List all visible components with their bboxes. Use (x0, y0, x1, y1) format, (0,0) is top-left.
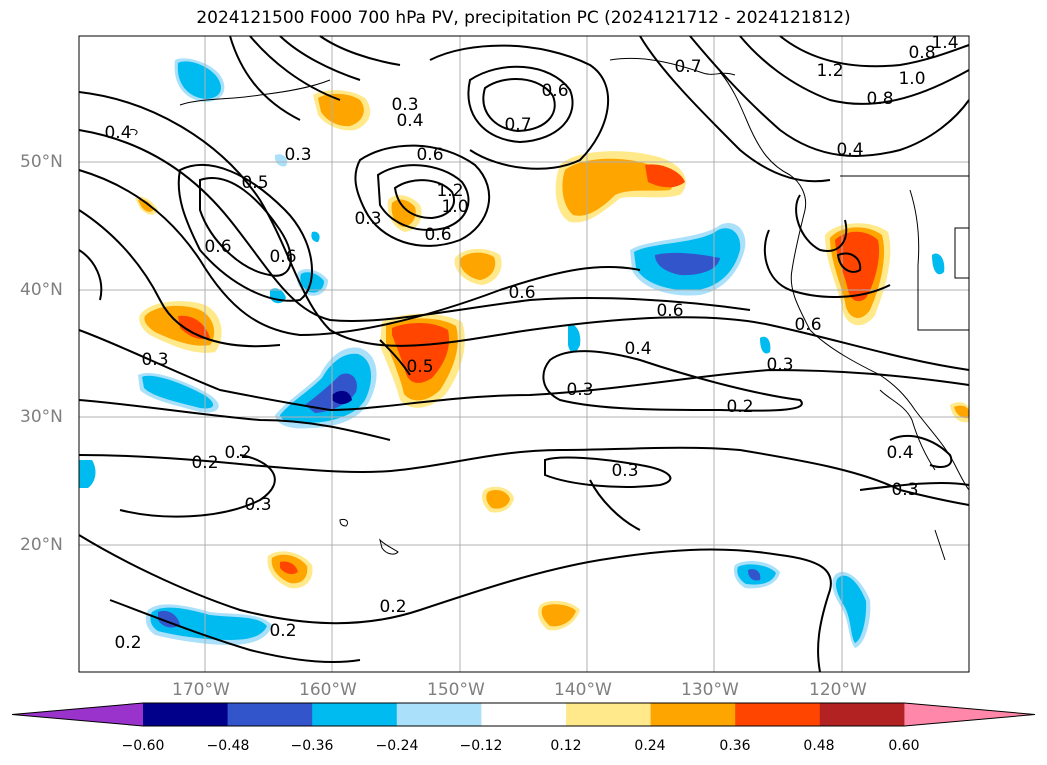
pv-contour-label: 0.4 (624, 339, 651, 359)
pv-contour-label: 0.3 (891, 480, 918, 500)
pv-contour-label: 0.6 (416, 145, 443, 165)
gridlines (79, 36, 969, 672)
lon-label-160w: 160°W (299, 680, 357, 700)
pv-contour-label: 1.2 (816, 61, 843, 81)
colorbar-tick: −0.12 (459, 738, 503, 754)
colorbar-tick: 0.60 (888, 738, 920, 754)
pv-contour-label: 0.2 (224, 443, 251, 463)
map-title: 2024121500 F000 700 hPa PV, precipitatio… (196, 8, 851, 28)
colorbar-segment (481, 703, 567, 726)
pv-contour-label: 0.6 (204, 237, 231, 257)
colorbar-tick: 0.36 (719, 738, 751, 754)
pv-contour-label: 0.3 (354, 209, 381, 229)
colorbar-segment (143, 703, 229, 726)
pv-contour-label: 0.4 (886, 443, 913, 463)
colorbar-tick: 0.24 (634, 738, 666, 754)
pv-contour-label: 0.8 (908, 43, 935, 63)
colorbar-segment (650, 703, 736, 726)
colorbar-extend-high (904, 703, 1035, 726)
colorbar-tick: −0.36 (290, 738, 334, 754)
pv-contour-label: 0.2 (379, 597, 406, 617)
colorbar-segment (312, 703, 398, 726)
pv-contour-labels: 0.2 0.20.20.20.20.20.30.30.30.30.30.30.30… (104, 33, 958, 653)
colorbar-tick: 0.12 (550, 738, 582, 754)
pv-contour-label: 1.0 (441, 197, 468, 217)
pv-contour-label: 0.2 (191, 453, 218, 473)
colorbar (11, 702, 1036, 727)
pv-contour-label: 0.3 (244, 495, 271, 515)
colorbar-tick: 0.48 (803, 738, 835, 754)
pv-contour-label: 1.0 (898, 69, 925, 89)
pv-contour-label: 0.3 (611, 461, 638, 481)
pv-contour-label: 0.6 (269, 247, 296, 267)
map-panel (78, 35, 970, 673)
pv-contour-label: 0.5 (406, 357, 433, 377)
colorbar-tick: −0.24 (375, 738, 419, 754)
lon-label-130w: 130°W (681, 680, 739, 700)
lon-label-150w: 150°W (427, 680, 485, 700)
pv-contour-label: 0.6 (424, 225, 451, 245)
colorbar-segment (227, 703, 313, 726)
pv-contour-label: 0.7 (674, 57, 701, 77)
pv-contour-label: 0.3 (284, 145, 311, 165)
pv-contour-label: 0.7 (504, 115, 531, 135)
pv-contour-label: 0.3 (566, 380, 593, 400)
colorbar-segment (819, 703, 905, 726)
lon-label-170w: 170°W (172, 680, 230, 700)
colorbar-segment (396, 703, 482, 726)
pv-contour-label: 0.2 (114, 633, 141, 653)
pv-contour-label: 0.4 (836, 140, 863, 160)
pv-contour-label: 0.4 (396, 111, 423, 131)
colorbar-segment (735, 703, 821, 726)
colorbar-extend-low (12, 703, 143, 726)
pv-contour-label: 0.3 (766, 355, 793, 375)
colorbar-tick: −0.60 (121, 738, 165, 754)
pv-contour-label: 0.3 (391, 95, 418, 115)
lat-label-50n: 50°N (20, 152, 63, 172)
lat-label-30n: 30°N (20, 407, 63, 427)
lon-label-140w: 140°W (554, 680, 612, 700)
lon-label-120w: 120°W (809, 680, 867, 700)
lat-label-20n: 20°N (20, 535, 63, 555)
pv-contour-label: 0.2 (269, 621, 296, 641)
pv-contour-label: 1.4 (931, 33, 958, 53)
pv-contour-label: 1.2 (436, 181, 463, 201)
pv-contour-label: 0.4 (104, 123, 131, 143)
colorbar-tick: −0.48 (206, 738, 250, 754)
pv-contour-label: 0.5 (241, 173, 268, 193)
colorbar-segment (566, 703, 652, 726)
lat-label-40n: 40°N (20, 280, 63, 300)
pv-contour-label: 0.6 (656, 301, 683, 321)
pv-contours (78, 35, 970, 673)
pv-contour-label: 0.2 (726, 397, 753, 417)
pv-contour-label: 0.3 (141, 350, 168, 370)
pv-contour-label: 0.6 (794, 315, 821, 335)
pv-contour-label: 0.8 (866, 89, 893, 109)
pv-contour-label: 0.6 (508, 283, 535, 303)
pv-contour-label: 0.6 (541, 81, 568, 101)
